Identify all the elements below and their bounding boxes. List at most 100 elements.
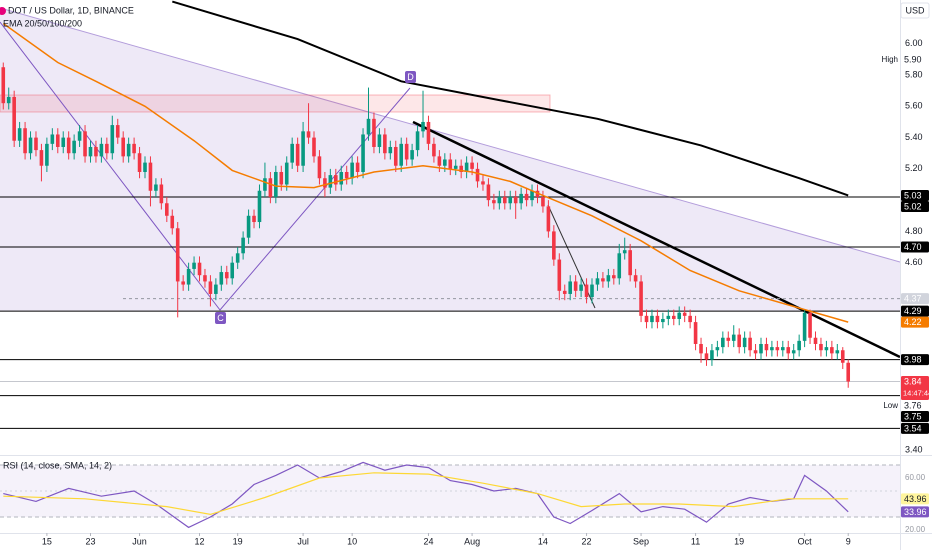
price-tag: High [882,55,898,64]
candle-body [606,275,611,282]
candle-body [110,125,115,154]
candle-body [66,137,71,154]
price-label: 4.29 [904,306,922,316]
y-tick-label: 4.80 [905,226,923,236]
candle-body [830,347,834,354]
candle-body [279,171,284,185]
candle-body [77,131,82,141]
candle-body [274,171,278,198]
candle-body [726,337,731,341]
candle-body [628,250,632,276]
candle-body [552,231,556,260]
rsi-tick-label: 20.00 [905,525,926,534]
price-label: 4.70 [904,242,922,252]
candle-body [759,343,763,354]
candle-body [513,197,518,204]
rsi-pane [0,461,900,529]
candle-body [704,353,709,360]
currency-box[interactable] [900,2,930,19]
candle-body [437,156,442,166]
price-label-box [901,293,929,305]
x-tick-label: 11 [691,536,700,546]
x-tick-label: 14 [538,536,548,546]
candle-body [541,197,545,207]
rsi-line [3,461,849,529]
y-tick-label: 6.00 [905,38,923,48]
candle-body [775,347,780,351]
candle-body [497,197,502,204]
candle-body [415,131,420,151]
candle-body [72,140,76,154]
pattern-label: C [217,313,224,323]
candle-body [377,134,382,147]
candle-body [230,262,235,279]
y-tick-label: 3.40 [905,445,923,455]
x-tick-label: Oct [798,536,813,546]
rsi-value-box [901,493,929,505]
candle-body [333,175,338,185]
candle-body [263,178,267,191]
candle-body [208,281,213,294]
rsi-value-label: 43.96 [904,494,927,504]
candle-body [780,347,785,351]
x-tick-label: Jul [297,536,309,546]
candle-body [502,197,507,204]
rsi-line [3,472,849,516]
price-tag: Low [883,401,898,410]
candle-body [742,337,747,348]
candle-body [824,347,829,351]
candle-body [361,134,365,172]
candle-body [137,153,142,172]
y-tick-label: 5.20 [905,163,923,173]
candle-body [579,284,583,291]
candle-body [203,275,207,282]
candle-body [355,162,360,172]
x-tick-label: 19 [233,536,243,546]
wedge-line [0,7,900,263]
candle-body [715,347,720,351]
price-label-box [901,200,929,212]
pattern-label-box [405,71,416,83]
price-label-box [901,316,929,328]
candle-body [17,128,22,141]
candle-body [432,143,436,157]
candle-body [486,184,491,201]
candle-body [132,143,136,154]
candle-body [383,134,387,154]
candle-body [306,131,311,138]
candle-body [323,178,327,188]
x-tick-label: 19 [734,536,744,546]
candle-body [808,312,812,338]
currency[interactable]: USD [905,5,925,15]
candle-body [6,96,11,104]
candle-body [464,162,469,172]
candle-body [421,121,425,132]
x-tick-label: 15 [42,536,52,546]
price-label-box [901,305,929,317]
candle-body [731,334,736,341]
candle-body [737,334,741,348]
rsi-value-label: 33.96 [904,507,927,517]
candle-body [1,67,6,104]
x-tick-label: Aug [464,536,480,546]
candle-body [590,284,594,298]
candle-body [786,347,791,354]
candle-body [186,268,191,285]
candle-body [671,315,676,319]
candle-body [257,190,262,223]
candle-body [693,322,698,344]
pattern-line [0,21,411,311]
price-label-box [901,354,929,366]
candle-body [121,137,125,157]
candle-body [753,350,758,354]
candle-body [268,178,273,198]
candle-body [154,184,158,191]
candle-body [557,259,562,291]
candle-body [219,272,224,285]
candle-body [819,343,823,351]
candle-body [568,281,572,294]
price-label: 5.03 [904,190,922,200]
candle-body [426,121,431,144]
